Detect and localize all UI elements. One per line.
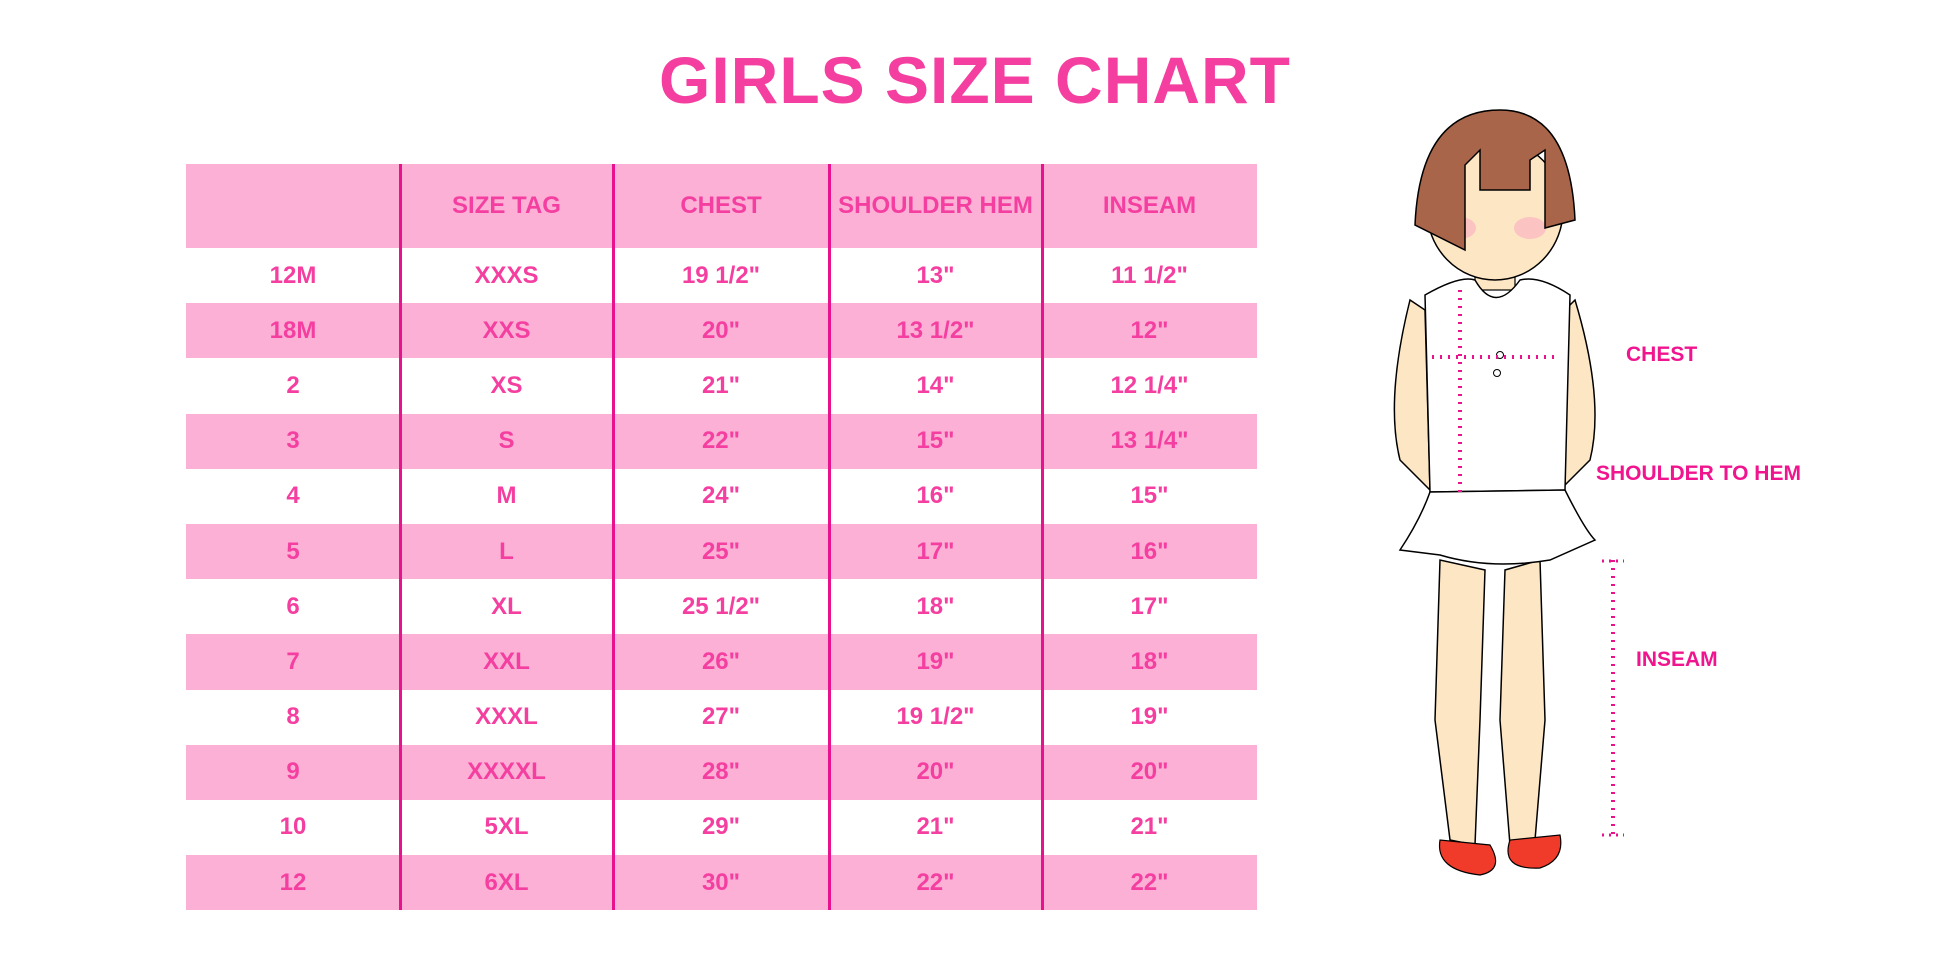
size-table: SIZE TAG CHEST SHOULDER HEM INSEAM 12M XXXS 19… xyxy=(186,164,1257,911)
table-cell: 5XL xyxy=(484,813,529,841)
table-cell: XXXS xyxy=(474,261,539,289)
girl-illustration xyxy=(1393,109,1624,876)
table-row: 3 S 22" 15" 13 1/4" xyxy=(186,413,1257,469)
table-cell: 4 xyxy=(286,482,300,510)
table-cell: XXS xyxy=(482,316,531,344)
table-cell: 22" xyxy=(916,868,955,896)
table-row: 10 5XL 29" 21" 21" xyxy=(186,800,1257,855)
table-cell: XS xyxy=(490,371,523,399)
table-cell: 29" xyxy=(701,813,741,841)
table-cell: 18" xyxy=(1130,647,1169,675)
table-cell: 21" xyxy=(701,371,741,399)
table-cell: 6 xyxy=(286,592,300,620)
table-cell: 17" xyxy=(916,537,955,565)
table-cell: 22" xyxy=(701,427,741,455)
column-header: CHEST xyxy=(680,192,762,219)
table-cell: 2 xyxy=(286,371,300,399)
table-cell: 15" xyxy=(1130,482,1169,510)
table-row: 8 XXXL 27" 19 1/2" 19" xyxy=(186,690,1257,745)
table-cell: 10 xyxy=(279,813,307,841)
table-cell: 12M xyxy=(269,261,317,289)
table-cell: 12" xyxy=(1130,316,1169,344)
table-cell: 13" xyxy=(916,261,955,289)
table-cell: 7 xyxy=(286,647,300,675)
table-cell: 19" xyxy=(1130,703,1169,731)
table-cell: 9 xyxy=(286,758,300,786)
table-cell: 5 xyxy=(286,537,300,565)
table-cell: 25 1/2" xyxy=(681,592,761,620)
table-cell: 18M xyxy=(269,316,317,344)
table-cell: 20" xyxy=(916,758,955,786)
table-cell: 25" xyxy=(701,537,741,565)
table-cell: 13 1/4" xyxy=(1110,427,1189,455)
inseam-label: INSEAM xyxy=(1636,648,1718,671)
table-cell: 21" xyxy=(916,813,955,841)
table-header-row: SIZE TAG CHEST SHOULDER HEM INSEAM xyxy=(186,164,1257,248)
table-cell: 12 xyxy=(279,868,307,896)
chest-label: CHEST xyxy=(1626,343,1698,366)
table-cell: 8 xyxy=(286,703,300,731)
table-cell: 6XL xyxy=(484,868,529,896)
column-header: SIZE TAG xyxy=(452,192,561,219)
table-cell: 16" xyxy=(1130,537,1169,565)
column-divider xyxy=(399,164,402,910)
table-cell: S xyxy=(498,427,515,455)
column-header: SHOULDER HEM xyxy=(838,192,1033,219)
table-row: 4 M 24" 16" 15" xyxy=(186,469,1257,524)
table-cell: 28" xyxy=(701,758,741,786)
table-cell: 15" xyxy=(916,427,955,455)
table-cell: 3 xyxy=(286,427,300,455)
table-cell: 19" xyxy=(916,647,955,675)
column-header: INSEAM xyxy=(1102,192,1197,219)
shoulder-to-hem-label: SHOULDER TO HEM xyxy=(1596,462,1801,485)
table-cell: L xyxy=(499,537,514,565)
table-cell: 26" xyxy=(701,647,741,675)
table-row: 5 L 25" 17" 16" xyxy=(186,523,1257,580)
table-cell: 17" xyxy=(1130,592,1169,620)
table-cell: 19 1/2" xyxy=(896,703,975,731)
page-title: GIRLS SIZE CHART xyxy=(658,43,1291,117)
table-cell: 22" xyxy=(1130,868,1169,896)
table-cell: 27" xyxy=(701,703,741,731)
table-cell: 14" xyxy=(916,371,955,399)
table-cell: 19 1/2" xyxy=(681,261,761,289)
table-row: 9 XXXXL 28" 20" 20" xyxy=(186,744,1257,800)
table-cell: 11 1/2" xyxy=(1111,261,1188,289)
table-cell: 12 1/4" xyxy=(1110,371,1189,399)
table-cell: 20" xyxy=(1130,758,1169,786)
table-cell: M xyxy=(496,482,517,510)
table-row: 12 6XL 30" 22" 22" xyxy=(186,855,1257,911)
table-row: 7 XXL 26" 19" 18" xyxy=(186,634,1257,690)
table-cell: 30" xyxy=(701,868,741,896)
table-cell: 24" xyxy=(701,482,741,510)
table-cell: 21" xyxy=(1130,813,1169,841)
column-divider xyxy=(828,164,831,910)
table-cell: XXL xyxy=(483,647,530,675)
table-cell: 16" xyxy=(916,482,955,510)
column-divider xyxy=(1041,164,1044,910)
table-cell: 20" xyxy=(701,316,741,344)
table-cell: XL xyxy=(491,592,522,620)
table-cell: XXXXL xyxy=(467,758,546,786)
table-cell: XXXL xyxy=(475,703,538,731)
table-row: 12M XXXS 19 1/2" 13" 11 1/2" xyxy=(186,248,1257,303)
column-divider xyxy=(612,164,615,910)
table-cell: 18" xyxy=(916,592,955,620)
table-cell: 13 1/2" xyxy=(896,316,975,344)
table-row: 18M XXS 20" 13 1/2" 12" xyxy=(186,303,1257,359)
table-row: 6 XL 25 1/2" 18" 17" xyxy=(186,579,1257,634)
table-row: 2 XS 21" 14" 12 1/4" xyxy=(186,358,1257,413)
